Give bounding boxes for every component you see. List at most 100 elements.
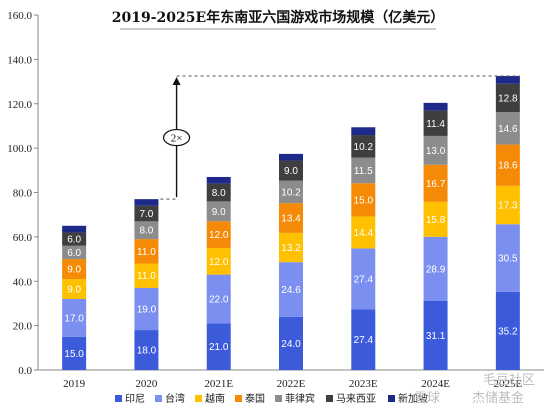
arrow-head [172, 77, 181, 86]
legend-swatch [155, 395, 162, 402]
data-label: 12.0 [209, 230, 229, 241]
bar-segment [351, 135, 376, 158]
data-label: 9.0 [67, 265, 81, 276]
data-label: 10.2 [354, 142, 374, 153]
bar-segment [279, 232, 303, 263]
bar-segment [206, 274, 231, 324]
data-label: 14.4 [354, 228, 374, 239]
bar-segment [62, 336, 87, 370]
growth-annotation: 2× [160, 75, 520, 200]
bar-segment [62, 232, 87, 246]
chart-title: 2019-2025E年东南亚六国游戏市场规模（亿美元） [112, 9, 444, 26]
data-label: 6.0 [67, 235, 81, 246]
bar-segment [206, 221, 231, 248]
annotation-label: 2× [171, 133, 183, 145]
bars [62, 76, 520, 370]
data-label: 35.2 [498, 326, 518, 337]
bar-segment [351, 157, 376, 184]
bar-segment [351, 309, 376, 370]
bar-segment [495, 83, 520, 113]
y-tick-label: 40.0 [13, 276, 33, 288]
y-tick-label: 0.0 [18, 365, 32, 377]
bar-segment [351, 216, 376, 249]
data-label: 16.7 [426, 179, 446, 190]
data-label: 19.0 [137, 304, 157, 315]
data-label: 12.0 [209, 257, 229, 268]
legend-swatch [235, 395, 242, 402]
watermark-community: 毛豆社区 [483, 372, 535, 388]
bar-segment [62, 225, 87, 233]
data-label: 13.2 [281, 243, 301, 254]
data-label: 28.9 [426, 264, 446, 275]
data-label: 22.0 [209, 295, 229, 306]
data-label: 21.0 [209, 342, 229, 353]
data-label: 6.0 [67, 248, 81, 259]
data-label: 18.0 [137, 346, 157, 357]
data-label: 8.0 [139, 226, 153, 237]
legend-swatch [115, 395, 122, 402]
bar-segment [134, 221, 159, 240]
bar-segment [62, 279, 87, 299]
bar-segment [495, 76, 520, 84]
legend-label: 马来西亚 [336, 393, 376, 405]
legend-label: 菲律宾 [285, 392, 315, 405]
bar-segment [351, 127, 376, 136]
annotation-ellipse [162, 128, 191, 147]
x-tick-label: 2020 [135, 378, 158, 390]
legend-swatch [275, 395, 282, 402]
bar-segment [495, 112, 520, 145]
data-label: 17.0 [64, 313, 84, 324]
data-label: 12.8 [498, 93, 518, 104]
bar-segment [62, 245, 87, 260]
data-label: 7.0 [139, 209, 153, 220]
bar-segment [134, 199, 159, 206]
bar-segment [62, 299, 87, 337]
bar-segment [351, 248, 376, 310]
data-label: 9.0 [67, 285, 81, 296]
data-label: 9.0 [212, 207, 226, 218]
data-label: 11.5 [354, 166, 373, 177]
legend-swatch [326, 395, 333, 402]
bar-segment [62, 259, 87, 280]
x-tick-label: 2023E [349, 378, 378, 390]
legend-swatch [195, 395, 202, 402]
watermark-user: 杰储基金 [472, 390, 524, 406]
bar-segment [423, 300, 448, 370]
data-label: 15.8 [426, 215, 446, 226]
bar-segment [423, 102, 448, 111]
bar-segment [351, 183, 376, 217]
x-tick-label: 2025E [493, 378, 522, 390]
x-tick-label: 2021E [204, 378, 233, 390]
data-label: 27.4 [354, 335, 374, 346]
y-tick-label: 160.0 [7, 10, 32, 22]
legend-label: 泰国 [245, 392, 265, 405]
axes: 0.0 20.0 40.0 60.0 80.0 100.0 120.0 140.0 160.0 2… [7, 10, 544, 390]
data-label: 10.2 [281, 187, 301, 198]
bar-segment [206, 323, 231, 370]
data-label: 31.1 [426, 331, 446, 342]
bar-segment [495, 144, 520, 186]
bar-segment [279, 153, 303, 161]
data-label: 11.0 [137, 271, 156, 282]
bar-segment [423, 135, 448, 165]
data-label: 11.0 [137, 247, 156, 258]
legend: 印尼 台湾 越南 泰国 菲律宾 马来西亚 新加坡 [115, 392, 428, 405]
bar-segment [423, 236, 448, 301]
bar-segment [423, 201, 448, 237]
y-tick-label: 120.0 [7, 99, 32, 111]
data-label: 15.0 [64, 349, 84, 360]
y-tick-label: 60.0 [13, 232, 33, 244]
bar-segment [134, 205, 159, 222]
y-tick-label: 20.0 [13, 321, 33, 333]
bar-segment [495, 291, 520, 370]
y-tick-label: 140.0 [7, 54, 32, 66]
bar-segment [495, 224, 520, 292]
bar-segment [206, 176, 231, 184]
bar-segment [206, 183, 231, 202]
legend-label: 台湾 [165, 392, 185, 405]
legend-label: 印尼 [125, 393, 145, 405]
y-tick-label: 100.0 [7, 143, 32, 155]
watermark-platform: 雪球 [414, 391, 440, 406]
data-label: 14.6 [498, 124, 518, 135]
